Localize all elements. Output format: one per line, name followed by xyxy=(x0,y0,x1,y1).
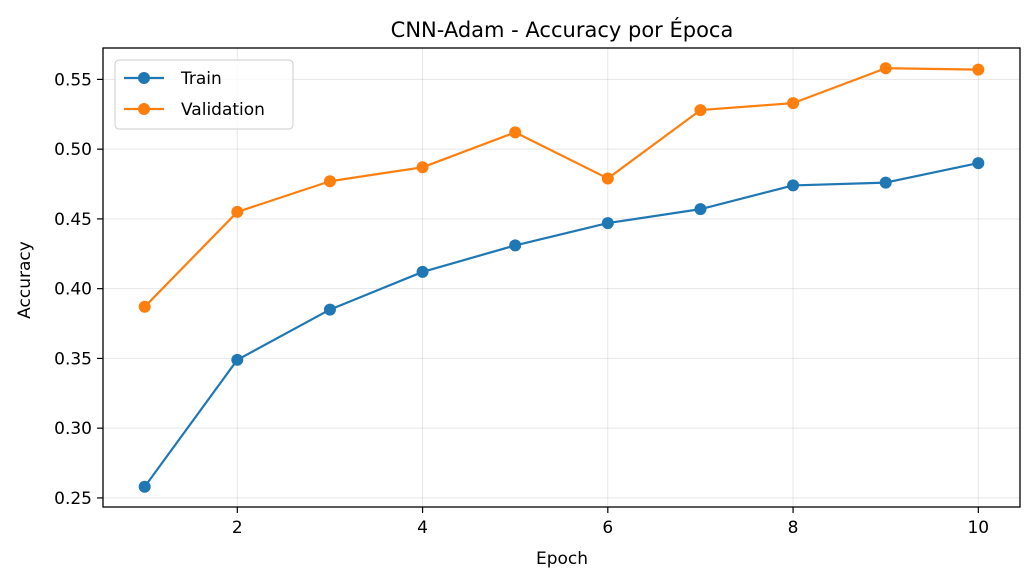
data-point-train xyxy=(879,176,892,189)
data-point-validation xyxy=(601,172,614,185)
data-point-validation xyxy=(231,205,244,218)
data-point-validation xyxy=(138,300,151,313)
y-tick-label: 0.40 xyxy=(54,280,92,300)
y-tick-label: 0.55 xyxy=(54,70,92,90)
legend-label-validation: Validation xyxy=(181,100,265,120)
data-point-validation xyxy=(879,62,892,75)
data-point-train xyxy=(138,480,151,493)
chart-title: CNN-Adam - Accuracy por Época xyxy=(391,17,734,42)
x-axis-label: Epoch xyxy=(536,549,588,569)
data-point-train xyxy=(972,157,985,170)
y-tick-label: 0.35 xyxy=(54,349,92,369)
data-point-train xyxy=(416,265,429,278)
x-tick-label: 10 xyxy=(967,518,989,538)
x-tick-label: 6 xyxy=(602,518,613,538)
series-line-train xyxy=(143,162,979,488)
legend-marker-train xyxy=(138,72,150,84)
y-axis-label: Accuracy xyxy=(15,241,35,319)
legend-marker-validation xyxy=(138,103,150,115)
series-train xyxy=(138,157,985,493)
series-line-validation xyxy=(143,67,979,308)
data-point-validation xyxy=(323,175,336,188)
series-validation xyxy=(138,62,985,313)
y-tick-label: 0.45 xyxy=(54,210,92,230)
y-tick-label: 0.25 xyxy=(54,489,92,509)
data-point-validation xyxy=(972,63,985,76)
legend: Train Validation xyxy=(114,59,294,130)
x-tick-label: 2 xyxy=(232,518,243,538)
y-tick-label: 0.50 xyxy=(54,140,92,160)
data-point-train xyxy=(787,179,800,192)
ticks: 2 4 6 8 10 0.25 0.30 0.35 0.40 0.45 0.50 0.55 xyxy=(54,70,989,538)
data-point-train xyxy=(601,217,614,230)
data-point-validation xyxy=(509,126,522,139)
data-point-validation xyxy=(416,161,429,174)
plot-frame xyxy=(102,47,1021,508)
data-point-train xyxy=(323,303,336,316)
data-point-validation xyxy=(694,104,707,117)
series-layer xyxy=(138,62,985,493)
data-point-validation xyxy=(787,97,800,110)
data-point-train xyxy=(694,203,707,216)
x-tick-label: 4 xyxy=(417,518,428,538)
x-tick-label: 8 xyxy=(788,518,799,538)
grid xyxy=(103,48,1020,507)
data-point-train xyxy=(231,353,244,366)
legend-label-train: Train xyxy=(180,69,222,89)
data-point-train xyxy=(509,239,522,252)
y-tick-label: 0.30 xyxy=(54,419,92,439)
